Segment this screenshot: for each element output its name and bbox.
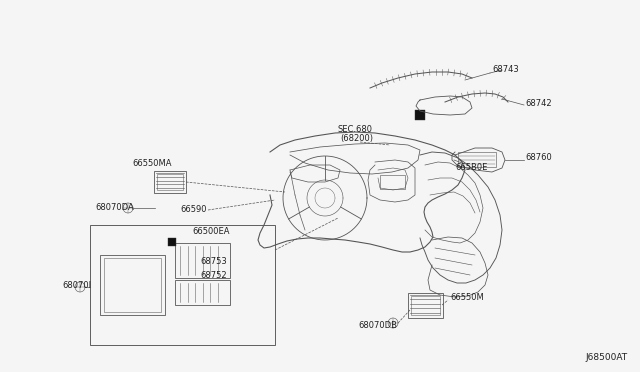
Text: 68752: 68752 [200,270,227,279]
Text: (68200): (68200) [340,134,373,142]
Text: 68742: 68742 [525,99,552,108]
Text: 68743: 68743 [492,65,519,74]
Text: 66500EA: 66500EA [192,228,230,237]
Bar [411,296,440,315]
Text: 66550MA: 66550MA [132,158,172,167]
Text: 68070DB: 68070DB [358,321,397,330]
Bar [157,174,183,190]
Bar [458,152,496,167]
Text: 68070I: 68070I [62,282,91,291]
Text: J68500AT: J68500AT [586,353,628,362]
Text: 665B0E: 665B0E [455,164,488,173]
Bar [154,171,186,193]
Bar [168,238,176,246]
Text: 68753: 68753 [200,257,227,266]
Text: 66550M: 66550M [450,294,484,302]
Text: SEC.680: SEC.680 [338,125,373,135]
Text: 68760: 68760 [525,154,552,163]
Bar [104,258,161,312]
Bar [100,255,165,315]
Bar [408,293,443,318]
Text: 68070DA: 68070DA [95,202,134,212]
Bar [415,110,425,120]
Bar [380,175,405,189]
Bar [175,280,230,305]
Text: 66590: 66590 [180,205,207,215]
Bar [90,225,275,345]
Bar [175,243,230,278]
